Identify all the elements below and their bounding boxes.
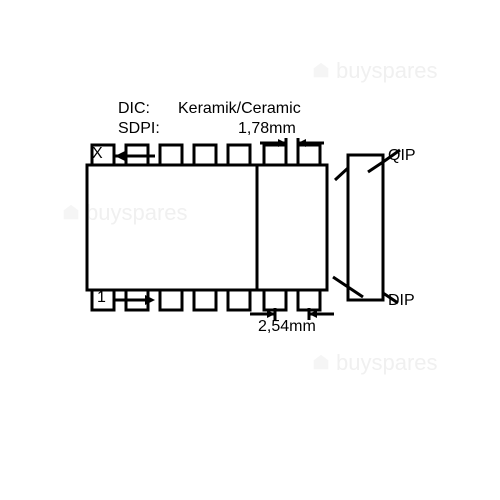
ic-package-diagram [0, 0, 500, 500]
